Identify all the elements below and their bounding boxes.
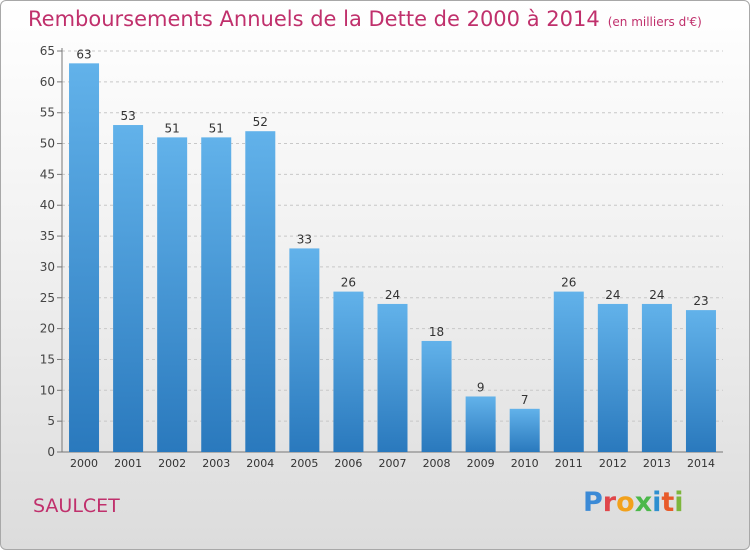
y-tick-labels: 0 5 10 15 20 25 30 35 40 45 50 55 60 65 bbox=[40, 44, 55, 459]
x-tick-label: 2010 bbox=[511, 457, 539, 470]
data-label: 26 bbox=[561, 276, 576, 290]
bar bbox=[69, 63, 100, 452]
x-tick-labels: 2000 2001 2002 2003 2004 2005 2006 2007 2008 2009… bbox=[70, 457, 715, 470]
data-label: 51 bbox=[165, 121, 180, 135]
logo-letter: i bbox=[652, 487, 662, 518]
data-labels: 63 53 51 51 52 33 26 24 18 9 7 26 24 24 23 bbox=[76, 47, 708, 406]
y-tick-label: 65 bbox=[40, 44, 55, 58]
x-tick-label: 2006 bbox=[334, 457, 362, 470]
data-label: 53 bbox=[120, 109, 135, 123]
bar bbox=[289, 248, 320, 452]
bar bbox=[641, 303, 672, 452]
bar bbox=[201, 137, 232, 452]
data-label: 24 bbox=[385, 288, 400, 302]
y-tick-label: 55 bbox=[40, 106, 55, 120]
bars bbox=[69, 63, 716, 453]
x-tick-label: 2002 bbox=[158, 457, 186, 470]
x-tick-label: 2000 bbox=[70, 457, 98, 470]
bar bbox=[157, 137, 188, 452]
x-tick-label: 2011 bbox=[555, 457, 583, 470]
x-tick-label: 2007 bbox=[379, 457, 407, 470]
title-row: Remboursements Annuels de la Dette de 20… bbox=[28, 7, 702, 31]
y-tick-label: 40 bbox=[40, 198, 55, 212]
y-tick-label: 35 bbox=[40, 229, 55, 243]
logo-letter: r bbox=[602, 487, 617, 518]
y-tick-label: 0 bbox=[47, 445, 55, 459]
y-tick-label: 50 bbox=[40, 137, 55, 151]
x-tick-label: 2013 bbox=[643, 457, 671, 470]
y-tick-label: 60 bbox=[40, 75, 55, 89]
y-tick-label: 30 bbox=[40, 260, 55, 274]
logo-letter: x bbox=[634, 487, 653, 518]
logo-letter: P bbox=[583, 487, 603, 518]
y-tick-label: 10 bbox=[40, 383, 55, 397]
chart-title: Remboursements Annuels de la Dette de 20… bbox=[28, 7, 600, 31]
proxiti-logo: Proxiti bbox=[583, 487, 684, 518]
data-label: 24 bbox=[605, 288, 620, 302]
data-label: 18 bbox=[429, 325, 444, 339]
x-tick-label: 2014 bbox=[687, 457, 715, 470]
data-label: 51 bbox=[209, 121, 224, 135]
bar bbox=[465, 396, 496, 452]
bar bbox=[113, 125, 144, 453]
y-tick-label: 5 bbox=[47, 414, 55, 428]
bar bbox=[245, 131, 276, 452]
bar bbox=[685, 310, 716, 452]
city-name: SAULCET bbox=[33, 495, 120, 517]
y-tick-label: 25 bbox=[40, 291, 55, 305]
x-tick-label: 2005 bbox=[290, 457, 318, 470]
logo-letter: t bbox=[661, 487, 675, 518]
x-tick-label: 2008 bbox=[423, 457, 451, 470]
bar bbox=[509, 408, 540, 452]
bar bbox=[377, 303, 408, 452]
data-label: 9 bbox=[477, 380, 485, 394]
bar bbox=[333, 291, 364, 452]
chart-subtitle: (en milliers d'€) bbox=[607, 15, 702, 29]
y-tick-label: 20 bbox=[40, 322, 55, 336]
bar bbox=[597, 303, 628, 452]
data-label: 23 bbox=[693, 294, 708, 308]
logo-letter: i bbox=[674, 487, 684, 518]
x-tick-label: 2001 bbox=[114, 457, 142, 470]
y-tick-label: 15 bbox=[40, 352, 55, 366]
bar bbox=[421, 340, 452, 452]
data-label: 24 bbox=[649, 288, 664, 302]
data-label: 26 bbox=[341, 276, 356, 290]
x-tick-label: 2009 bbox=[467, 457, 495, 470]
bar bbox=[553, 291, 584, 452]
x-tick-label: 2003 bbox=[202, 457, 230, 470]
logo-letter: o bbox=[616, 487, 635, 518]
x-tick-label: 2004 bbox=[246, 457, 274, 470]
x-tick-label: 2012 bbox=[599, 457, 627, 470]
data-label: 7 bbox=[521, 393, 529, 407]
data-label: 63 bbox=[76, 47, 91, 61]
data-label: 33 bbox=[297, 232, 312, 246]
data-label: 52 bbox=[253, 115, 268, 129]
y-tick-label: 45 bbox=[40, 167, 55, 181]
